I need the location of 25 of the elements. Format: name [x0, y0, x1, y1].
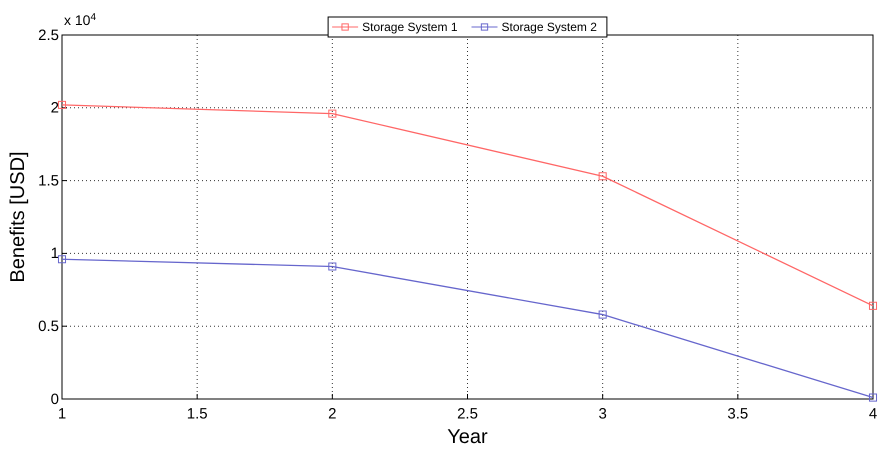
legend-label: Storage System 1	[362, 20, 458, 34]
y-tick-label: 1.5	[38, 172, 59, 190]
y-tick-label: 0.5	[38, 318, 59, 335]
y-tick-label: 2	[50, 100, 59, 117]
x-axis-title: Year	[447, 426, 488, 448]
y-axis-title: Benefits [USD]	[7, 151, 29, 283]
x-tick-label: 1.5	[186, 406, 208, 422]
x-tick-label: 2	[328, 406, 337, 422]
x-tick-label: 2.5	[457, 406, 478, 422]
x-tick-label: 3	[598, 406, 607, 422]
y-tick-label: 2.5	[38, 26, 59, 44]
point	[328, 110, 336, 118]
point	[328, 262, 336, 271]
point	[868, 302, 878, 310]
y-tick-label: 1	[50, 245, 59, 262]
point	[58, 100, 66, 109]
x-tick-label: 4	[868, 406, 878, 422]
x-tick-label: 3.5	[727, 406, 748, 422]
point	[598, 310, 607, 319]
legend-label: Storage System 2	[502, 20, 598, 34]
point	[868, 394, 878, 402]
point	[598, 172, 607, 180]
point	[58, 255, 66, 264]
y-tick-label: 0	[50, 390, 59, 408]
text: x 10$^{4}$	[64, 12, 96, 28]
